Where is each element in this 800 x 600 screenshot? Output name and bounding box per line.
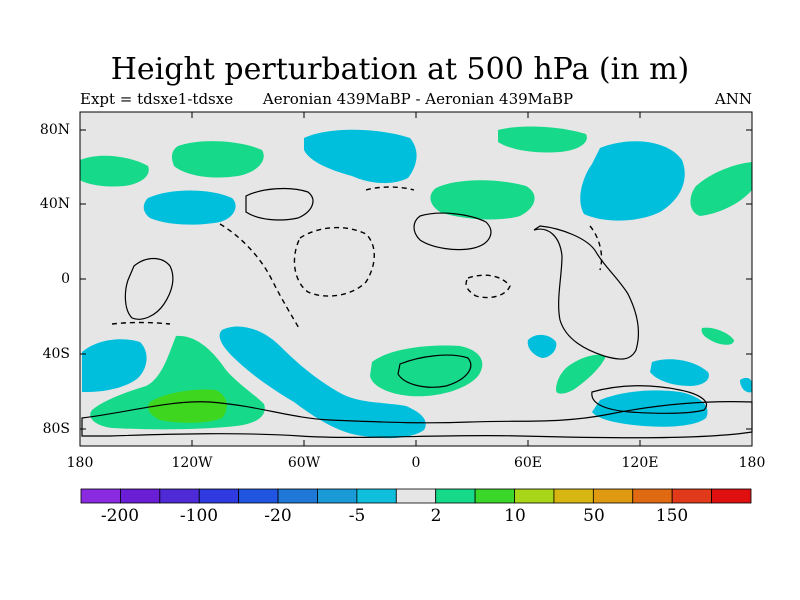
coastline-south-pole-land (81, 401, 753, 439)
y-label-80s: 80S (42, 421, 70, 437)
colorbar-label-8: 150 (655, 506, 689, 526)
y-label-40s: 40S (42, 346, 70, 362)
colorbar-swatch (435, 488, 476, 504)
colorbar-swatch (80, 488, 121, 504)
dashed-north-ring (293, 226, 375, 297)
colorbar-label-2: -100 (179, 506, 219, 526)
coastline-center-africa (413, 212, 492, 251)
colorbar-label-7: 50 (583, 506, 605, 526)
region-cyan-north-mid (143, 190, 236, 225)
x-label-0: 0 (411, 455, 421, 471)
colorbar-swatch (514, 488, 555, 504)
subtitle-center: Aeronian 439MaBP - Aeronian 439MaBP (262, 90, 574, 108)
colorbar-label-1: -200 (100, 506, 140, 526)
region-green-south-east-small (701, 327, 734, 345)
colorbar-swatch (277, 488, 318, 504)
negative-anomaly-regions (82, 129, 752, 439)
dashed-outlines (111, 186, 603, 331)
colorbar-swatch (632, 488, 673, 504)
region-green-far-east (690, 162, 752, 216)
colorbar-label-6: 10 (504, 506, 526, 526)
colorbar-label-4: -5 (348, 506, 366, 526)
y-label-40n: 40N (39, 196, 70, 212)
region-green-north-west (80, 155, 149, 187)
region-cyan-patch-center (527, 334, 557, 358)
x-label-180e: 180 (738, 455, 766, 471)
coastline-east-continent (533, 225, 640, 360)
colorbar-swatch (198, 488, 240, 504)
x-label-120e: 120E (621, 455, 659, 471)
x-label-120w: 120W (171, 455, 213, 471)
region-cyan-south-east-2 (650, 359, 709, 386)
region-green-south-indian (556, 354, 606, 394)
region-cyan-south-east (592, 390, 708, 427)
colorbar-swatch (238, 488, 279, 504)
dashed-north (365, 186, 415, 191)
region-bright-green-core (148, 389, 227, 423)
x-axis-ticks (79, 112, 753, 446)
colorbar-swatch (317, 488, 358, 504)
experiment-label: Expt = tdsxe1-tdsxe (80, 90, 234, 108)
region-green-north-europe (430, 180, 535, 220)
x-label-180w: 180 (66, 455, 94, 471)
y-label-0: 0 (61, 271, 70, 287)
region-green-north-pacific (171, 141, 264, 178)
x-label-60e: 60E (513, 455, 543, 471)
colorbar-swatch (159, 488, 200, 504)
colorbar-label-5: 2 (430, 506, 442, 526)
colorbar (80, 488, 752, 504)
x-label-60w: 60W (287, 455, 321, 471)
colorbar-label-3: -20 (264, 506, 292, 526)
coastline-north-land (245, 187, 314, 221)
region-cyan-north-pacific-east (580, 141, 685, 221)
y-label-80n: 80N (39, 122, 70, 138)
season-label: ANN (714, 90, 752, 108)
region-cyan-east-edge (740, 377, 752, 393)
coastline-west-small (124, 257, 174, 320)
chart-title: Height perturbation at 500 hPa (in m) (110, 52, 690, 87)
colorbar-swatch (120, 488, 161, 504)
coastline-island-south (397, 354, 472, 388)
colorbar-swatch (553, 488, 594, 504)
colorbar-swatch (356, 488, 397, 504)
region-cyan-south-atlantic-band (219, 326, 426, 439)
colorbar-swatch (395, 488, 437, 504)
dashed-left-small (111, 321, 171, 325)
dashed-east (589, 225, 603, 271)
colorbar-swatch (711, 488, 752, 504)
region-cyan-north-atlantic (304, 129, 417, 184)
region-green-north-east-patch (498, 126, 587, 153)
y-axis-ticks (80, 129, 752, 430)
colorbar-swatch (474, 488, 515, 504)
colorbar-swatch (592, 488, 634, 504)
colorbar-swatch (671, 488, 712, 504)
continent-outlines (81, 187, 753, 439)
dashed-arc-west (219, 223, 301, 331)
region-cyan-south-west (82, 339, 147, 392)
coastline-antarctic-ridge (591, 385, 708, 414)
